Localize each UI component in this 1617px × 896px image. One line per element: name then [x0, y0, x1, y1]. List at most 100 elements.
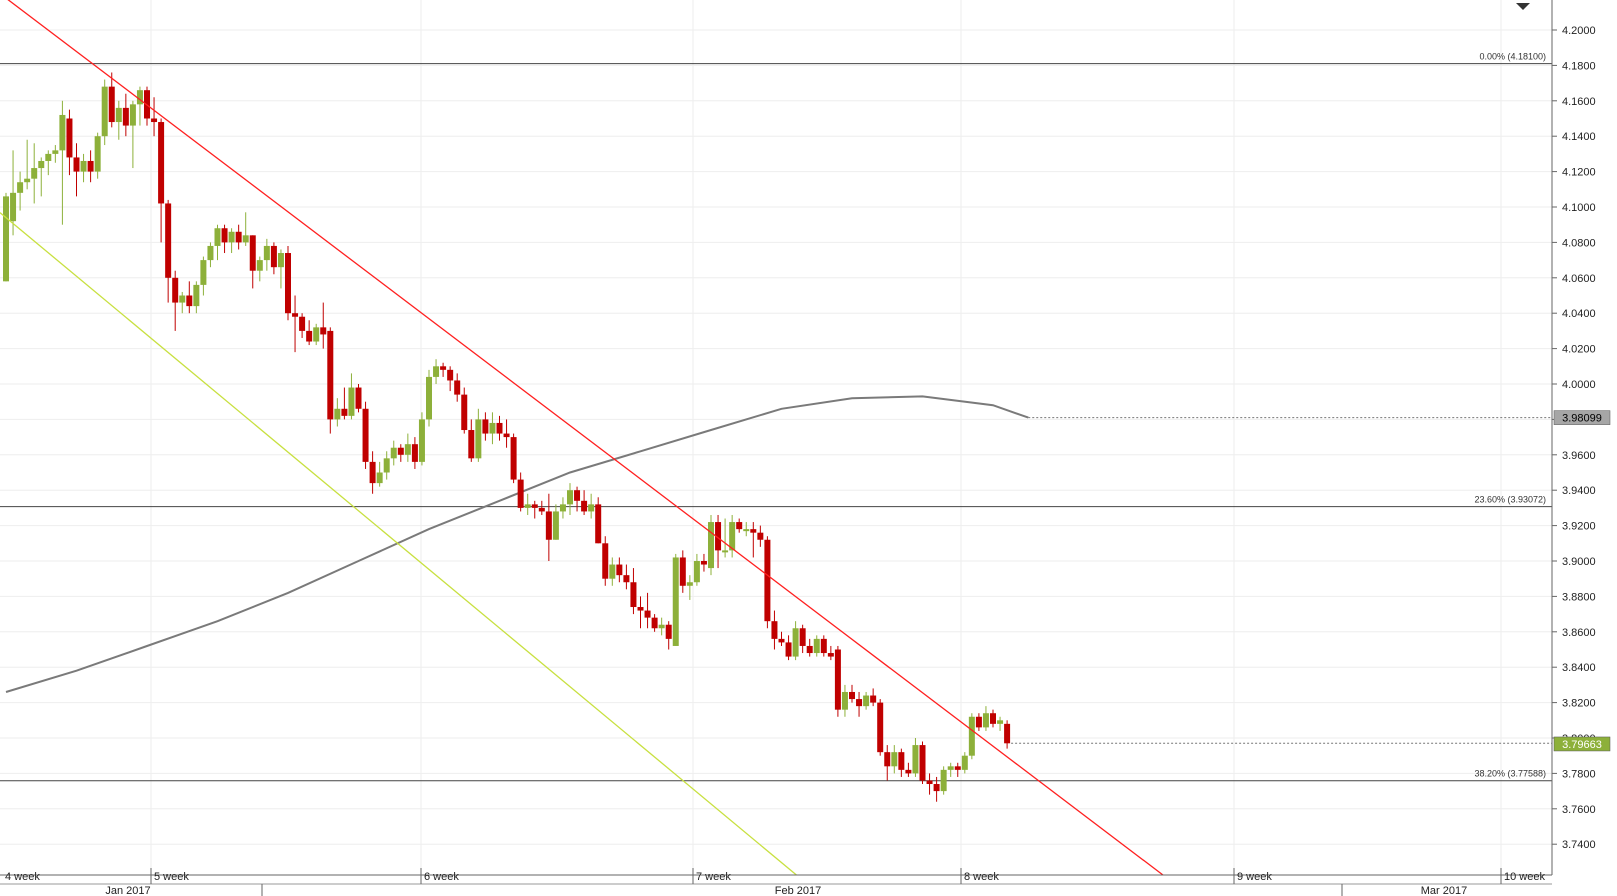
candle-body — [750, 529, 757, 533]
candle-body — [898, 752, 905, 770]
candle-body — [179, 295, 186, 303]
candle-body — [524, 504, 531, 508]
trend-lines — [0, 0, 1164, 876]
candle — [440, 362, 447, 377]
y-tick-label: 3.8200 — [1562, 698, 1596, 710]
candle-body — [975, 716, 982, 728]
candle — [80, 153, 87, 183]
candle-body — [334, 408, 341, 420]
candle-body — [228, 231, 235, 243]
candle-body — [136, 90, 143, 105]
candle-body — [616, 564, 623, 576]
candle — [172, 270, 179, 331]
candle-body — [122, 107, 129, 126]
candle-body — [355, 387, 362, 409]
x-month-label: Mar 2017 — [1421, 885, 1467, 896]
x-week-label: 6 week — [424, 871, 459, 883]
candle — [827, 645, 834, 661]
candle-body — [813, 638, 820, 654]
candle — [990, 709, 996, 728]
candle-body — [785, 642, 792, 657]
candle — [982, 706, 989, 731]
candle — [884, 745, 891, 781]
candle — [743, 522, 750, 537]
candle — [277, 249, 284, 289]
candle-body — [820, 638, 827, 654]
y-tick-label: 3.7600 — [1562, 804, 1596, 816]
candle-body — [947, 766, 954, 770]
x-week-label: 7 week — [696, 871, 731, 883]
candle-body — [52, 150, 59, 154]
candle — [108, 72, 115, 128]
candle-body — [129, 104, 136, 126]
candle — [341, 387, 348, 420]
candle — [700, 553, 707, 572]
fibonacci-label: 38.20% (3.77588) — [1474, 769, 1546, 779]
moving-average — [5, 395, 1552, 693]
candle-body — [313, 327, 320, 342]
candle-body — [306, 330, 313, 342]
candle-body — [362, 408, 369, 462]
candle — [129, 100, 136, 169]
candle-body — [545, 511, 552, 540]
candle — [799, 624, 806, 654]
candle — [602, 536, 609, 586]
y-tick-label: 4.0400 — [1562, 308, 1596, 320]
candle-body — [242, 235, 249, 243]
candle — [299, 313, 306, 338]
collapse-arrow-icon[interactable] — [1516, 3, 1530, 10]
candle-body — [165, 203, 172, 278]
candle — [975, 713, 982, 731]
candle — [221, 224, 228, 254]
candle-body — [863, 695, 870, 707]
candle-body — [101, 86, 108, 137]
candle — [306, 320, 313, 346]
candle — [806, 638, 813, 657]
moving-average-line — [5, 395, 1029, 693]
candle — [679, 550, 686, 593]
candle-body — [778, 638, 785, 643]
candle — [489, 412, 496, 445]
last-price-tag: 3.79663 — [1553, 736, 1611, 752]
candle-body — [510, 437, 517, 480]
candle-body — [708, 522, 714, 569]
candle-body — [80, 160, 87, 172]
candle-body — [827, 653, 834, 657]
candle — [870, 688, 877, 707]
candle-body — [200, 260, 207, 285]
candle-body — [390, 447, 397, 459]
candle — [954, 762, 961, 777]
candle-body — [884, 752, 891, 767]
candles — [3, 72, 1552, 802]
candle — [849, 684, 855, 703]
candle-body — [263, 245, 270, 261]
candle-body — [468, 430, 475, 459]
y-tick-label: 4.1400 — [1562, 131, 1596, 143]
candle-body — [87, 160, 94, 172]
y-tick-label: 3.8600 — [1562, 627, 1596, 639]
candle — [771, 610, 778, 650]
candle-body — [877, 702, 884, 753]
candle — [841, 684, 848, 717]
candle — [856, 691, 863, 717]
candle-body — [764, 539, 771, 622]
candle — [813, 635, 820, 657]
candle — [383, 451, 390, 480]
candle — [256, 256, 263, 282]
candle — [17, 171, 24, 211]
y-tick-label: 3.8800 — [1562, 591, 1596, 603]
candle-body — [186, 295, 193, 307]
candle-body — [806, 645, 813, 654]
candle-body — [151, 118, 158, 123]
candle — [898, 748, 905, 777]
candle-body — [10, 192, 17, 222]
candle — [327, 327, 334, 434]
candle — [567, 483, 573, 515]
candle-body — [849, 691, 855, 700]
resistance-trend-line — [7, 0, 1164, 876]
candle-body — [609, 564, 616, 579]
candle — [778, 631, 785, 646]
candle — [87, 150, 94, 183]
candle — [708, 514, 714, 576]
candle — [136, 86, 143, 126]
